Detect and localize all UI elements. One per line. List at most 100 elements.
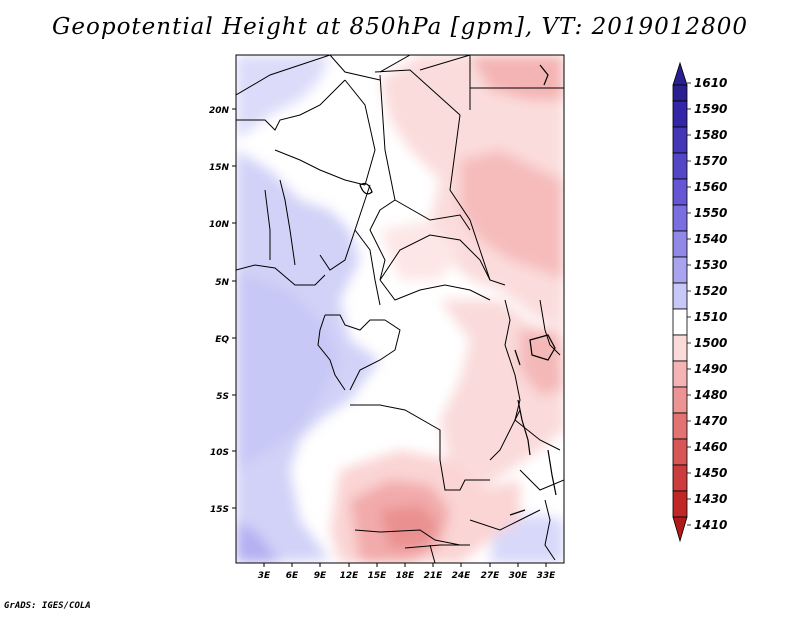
lakes	[359, 64, 557, 516]
colorbar-swatch	[672, 386, 688, 414]
region-1530-southwest	[236, 520, 280, 563]
lat-axis	[232, 108, 236, 509]
lon-labels: 3E 6E 9E 12E 15E 18E 21E 24E 27E 30E 33E	[258, 571, 556, 581]
colorbar-label: 1470	[694, 414, 727, 428]
border-chad-sudan	[369, 74, 396, 281]
border-gabon-coast	[317, 314, 346, 391]
lat-label: 15S	[210, 505, 229, 515]
lon-label: 15E	[368, 571, 388, 581]
colorbar-swatch	[672, 256, 688, 284]
lon-label: 27E	[481, 571, 501, 581]
colorbar-top-arrow	[672, 61, 688, 86]
lat-labels: 20N 15N 10N 5N EQ 5S 10S 15S	[209, 106, 230, 515]
colorbar-label: 1550	[694, 206, 727, 220]
colorbar-swatch	[672, 126, 688, 154]
lat-label: 10N	[209, 220, 230, 230]
colorbar-swatch	[672, 152, 688, 180]
region-1500-center	[380, 220, 460, 280]
lon-label: 18E	[396, 571, 416, 581]
border-niger-nigeria	[274, 149, 366, 186]
grads-credit: GrADS: IGES/COLA	[4, 601, 91, 611]
lon-axis	[263, 563, 547, 567]
border-niger-chad	[344, 79, 376, 186]
border-mozambique	[544, 499, 556, 561]
border-benin-togo	[279, 179, 296, 266]
lake-albert	[514, 349, 521, 366]
colorbar-swatch	[672, 282, 688, 310]
lat-label: 20N	[209, 106, 230, 116]
colorbar-label: 1430	[694, 492, 727, 506]
region-1490-northeast	[460, 150, 564, 280]
lake-malawi	[547, 449, 557, 496]
border-cameroon-car	[354, 229, 381, 306]
border-mali-niger	[236, 79, 346, 131]
colorbar-swatch	[672, 204, 688, 232]
colorbar-swatch	[672, 84, 688, 102]
border-uganda-kenya	[539, 299, 561, 356]
colorbar-swatch	[672, 308, 688, 336]
border-caprivi	[404, 544, 470, 549]
colorbar-label: 1460	[694, 440, 727, 454]
border-algeria-niger	[236, 55, 331, 96]
border-angola-zambia	[439, 459, 490, 491]
border-libya-chad-egypt	[379, 55, 564, 89]
lon-label: 21E	[424, 571, 444, 581]
lat-label: 10S	[210, 448, 229, 458]
colorbar-label: 1450	[694, 466, 727, 480]
lake-nasser	[539, 64, 549, 86]
border-tanzania	[514, 419, 564, 491]
colorbar-swatch	[672, 360, 688, 388]
lake-victoria	[529, 334, 556, 361]
colorbar-label: 1500	[694, 336, 727, 350]
lake-chad	[359, 182, 373, 195]
country-borders	[236, 55, 564, 563]
colorbar-label: 1570	[694, 154, 727, 168]
lon-label: 9E	[314, 571, 327, 581]
lon-label: 30E	[509, 571, 529, 581]
lat-label: 5S	[216, 392, 229, 402]
colorbar-swatch	[672, 178, 688, 206]
colorbar-bottom-arrow	[672, 516, 688, 543]
border-sudan-southsudan	[394, 199, 471, 231]
colorbar-swatch	[672, 100, 688, 128]
lon-label: 6E	[286, 571, 299, 581]
colorbar-swatch	[672, 412, 688, 440]
map-frame	[235, 54, 565, 564]
colorbar-label: 1560	[694, 180, 727, 194]
border-sudan-ethiopia	[449, 114, 506, 286]
colorbar-swatch	[672, 230, 688, 258]
border-nigeria-cameroon	[319, 184, 371, 271]
lon-label: 3E	[258, 571, 271, 581]
border-car-southsudan	[379, 234, 491, 281]
colorbar-label: 1490	[694, 362, 727, 376]
lat-label: 5N	[215, 278, 229, 288]
colorbar-swatch	[672, 438, 688, 466]
colorbar-label: 1580	[694, 128, 727, 142]
border-gabon-congo	[325, 314, 385, 331]
region-1520-ocean-core	[236, 270, 340, 470]
lon-label: 33E	[537, 571, 557, 581]
border-chad-libya	[374, 69, 461, 116]
border-namibia-botswana	[429, 544, 436, 563]
colorbar-label: 1610	[694, 76, 727, 90]
border-coast-westafrica	[236, 264, 326, 286]
colorbar-label: 1530	[694, 258, 727, 272]
colorbar-label: 1590	[694, 102, 727, 116]
lake-tanganyika	[517, 399, 531, 456]
border-ghana-togo	[264, 189, 271, 260]
border-zambia-zimbabwe	[469, 509, 541, 531]
lat-label: EQ	[215, 335, 229, 345]
border-namibia-angola	[354, 529, 461, 546]
colorbar-swatch	[672, 464, 688, 492]
border-drc-angola	[350, 404, 441, 460]
lon-label: 24E	[452, 571, 472, 581]
region-1480-south	[380, 505, 440, 548]
border-libya-niger	[329, 55, 381, 81]
lon-label: 12E	[340, 571, 360, 581]
lake-kariba	[509, 509, 526, 516]
border-congo-drc	[349, 319, 401, 391]
colorbar-swatch	[672, 334, 688, 362]
colorbar-swatch	[672, 490, 688, 518]
colorbar-label: 1480	[694, 388, 727, 402]
